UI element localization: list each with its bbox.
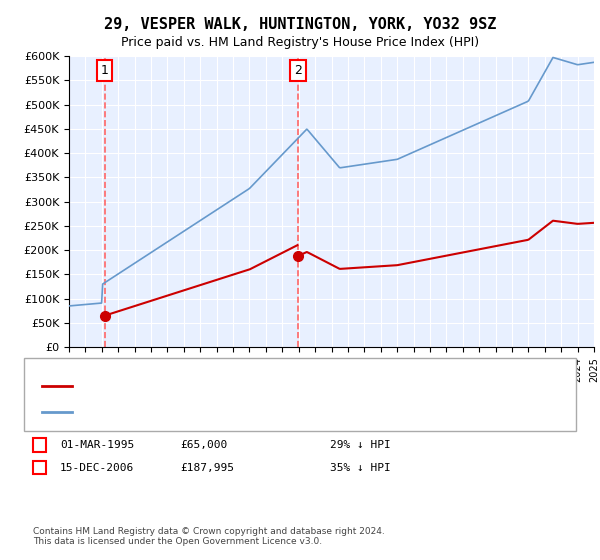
Text: HPI: Average price, detached house, York: HPI: Average price, detached house, York: [78, 407, 308, 417]
Text: 15-DEC-2006: 15-DEC-2006: [60, 463, 134, 473]
Text: Price paid vs. HM Land Registry's House Price Index (HPI): Price paid vs. HM Land Registry's House …: [121, 36, 479, 49]
Text: 1: 1: [36, 440, 43, 450]
Text: 29% ↓ HPI: 29% ↓ HPI: [330, 440, 391, 450]
Text: £187,995: £187,995: [180, 463, 234, 473]
Text: 2: 2: [294, 64, 302, 77]
Text: 01-MAR-1995: 01-MAR-1995: [60, 440, 134, 450]
Text: 29, VESPER WALK, HUNTINGTON, YORK, YO32 9SZ (detached house): 29, VESPER WALK, HUNTINGTON, YORK, YO32 …: [78, 381, 460, 391]
Text: 35% ↓ HPI: 35% ↓ HPI: [330, 463, 391, 473]
Text: 2: 2: [36, 463, 43, 473]
Text: 1: 1: [101, 64, 109, 77]
Text: Contains HM Land Registry data © Crown copyright and database right 2024.
This d: Contains HM Land Registry data © Crown c…: [33, 526, 385, 546]
Text: 29, VESPER WALK, HUNTINGTON, YORK, YO32 9SZ: 29, VESPER WALK, HUNTINGTON, YORK, YO32 …: [104, 17, 496, 32]
Text: £65,000: £65,000: [180, 440, 227, 450]
